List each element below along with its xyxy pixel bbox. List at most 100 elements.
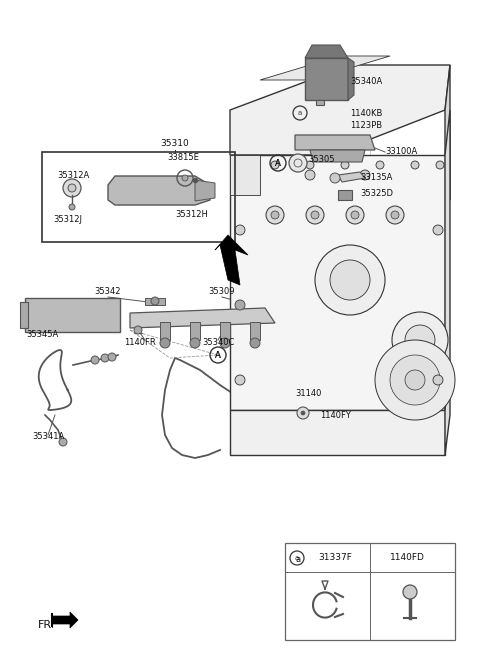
Circle shape	[160, 338, 170, 348]
Circle shape	[108, 353, 116, 361]
Polygon shape	[316, 100, 324, 105]
Circle shape	[250, 338, 260, 348]
Polygon shape	[130, 308, 275, 328]
Text: 35340C: 35340C	[202, 338, 234, 347]
Text: 35345A: 35345A	[26, 330, 58, 339]
Circle shape	[69, 204, 75, 210]
Text: 33815E: 33815E	[167, 153, 199, 162]
Circle shape	[190, 338, 200, 348]
Text: 35312A: 35312A	[57, 170, 89, 179]
Circle shape	[330, 173, 340, 183]
Circle shape	[289, 154, 307, 172]
Circle shape	[235, 225, 245, 235]
Circle shape	[306, 206, 324, 224]
Circle shape	[360, 170, 370, 180]
Circle shape	[306, 161, 314, 169]
Polygon shape	[338, 190, 352, 200]
Polygon shape	[348, 58, 354, 100]
Text: 1140KB: 1140KB	[350, 109, 383, 119]
Polygon shape	[230, 65, 450, 155]
Circle shape	[63, 179, 81, 197]
Polygon shape	[230, 155, 445, 410]
Circle shape	[346, 206, 364, 224]
Text: 31140: 31140	[295, 388, 322, 398]
Text: a: a	[298, 110, 302, 116]
Text: 33100A: 33100A	[385, 147, 417, 157]
Circle shape	[235, 375, 245, 385]
Polygon shape	[250, 322, 260, 340]
Text: 35341A: 35341A	[32, 432, 64, 441]
Circle shape	[271, 161, 279, 169]
Polygon shape	[445, 65, 450, 200]
Text: 35325D: 35325D	[360, 189, 393, 198]
Polygon shape	[195, 180, 215, 201]
Circle shape	[301, 411, 305, 415]
Circle shape	[390, 355, 440, 405]
Circle shape	[297, 407, 309, 419]
Polygon shape	[305, 45, 348, 58]
Circle shape	[392, 312, 448, 368]
Polygon shape	[20, 302, 28, 328]
Polygon shape	[230, 410, 445, 455]
Text: 35310: 35310	[161, 139, 190, 148]
Circle shape	[220, 338, 230, 348]
Circle shape	[341, 161, 349, 169]
Circle shape	[271, 211, 279, 219]
Circle shape	[241, 161, 249, 169]
Polygon shape	[220, 322, 230, 340]
Circle shape	[101, 354, 109, 362]
Circle shape	[311, 211, 319, 219]
Text: A: A	[216, 350, 221, 360]
Polygon shape	[295, 135, 375, 150]
Text: 35342: 35342	[95, 287, 121, 296]
Circle shape	[151, 297, 159, 305]
Polygon shape	[230, 155, 260, 195]
Text: 35312H: 35312H	[176, 210, 208, 219]
Text: 35305: 35305	[308, 155, 335, 164]
Circle shape	[68, 184, 76, 192]
Text: 1140FY: 1140FY	[320, 411, 351, 419]
Polygon shape	[310, 150, 365, 162]
Circle shape	[266, 206, 284, 224]
Polygon shape	[215, 235, 248, 285]
Circle shape	[59, 438, 67, 446]
Polygon shape	[145, 298, 165, 305]
Circle shape	[134, 326, 142, 334]
Text: FR.: FR.	[38, 620, 55, 630]
Bar	[42, 152, 235, 242]
Text: 1123PB: 1123PB	[350, 121, 382, 130]
Text: 35340A: 35340A	[350, 77, 382, 86]
Polygon shape	[338, 172, 365, 182]
Polygon shape	[445, 370, 450, 455]
Polygon shape	[305, 58, 348, 100]
Circle shape	[375, 340, 455, 420]
Text: 31337F: 31337F	[318, 553, 352, 563]
Text: 1140FR: 1140FR	[124, 338, 156, 347]
Polygon shape	[52, 612, 78, 628]
Circle shape	[436, 161, 444, 169]
Circle shape	[330, 260, 370, 300]
Circle shape	[403, 585, 417, 599]
Circle shape	[411, 161, 419, 169]
Polygon shape	[260, 56, 390, 80]
Circle shape	[405, 325, 435, 355]
Circle shape	[405, 370, 425, 390]
Polygon shape	[160, 322, 170, 340]
Circle shape	[351, 211, 359, 219]
Polygon shape	[25, 298, 120, 332]
Text: 33135A: 33135A	[360, 174, 392, 183]
Text: a: a	[295, 555, 299, 561]
Text: a: a	[295, 555, 300, 565]
Circle shape	[433, 375, 443, 385]
Polygon shape	[108, 176, 210, 205]
Text: A: A	[276, 159, 281, 168]
Circle shape	[91, 356, 99, 364]
Text: 1140FD: 1140FD	[390, 553, 425, 563]
Text: 35309: 35309	[209, 287, 235, 296]
Polygon shape	[445, 110, 450, 410]
Polygon shape	[190, 322, 200, 340]
Text: 35312J: 35312J	[53, 215, 83, 224]
Circle shape	[235, 300, 245, 310]
Circle shape	[376, 161, 384, 169]
Circle shape	[182, 175, 188, 181]
